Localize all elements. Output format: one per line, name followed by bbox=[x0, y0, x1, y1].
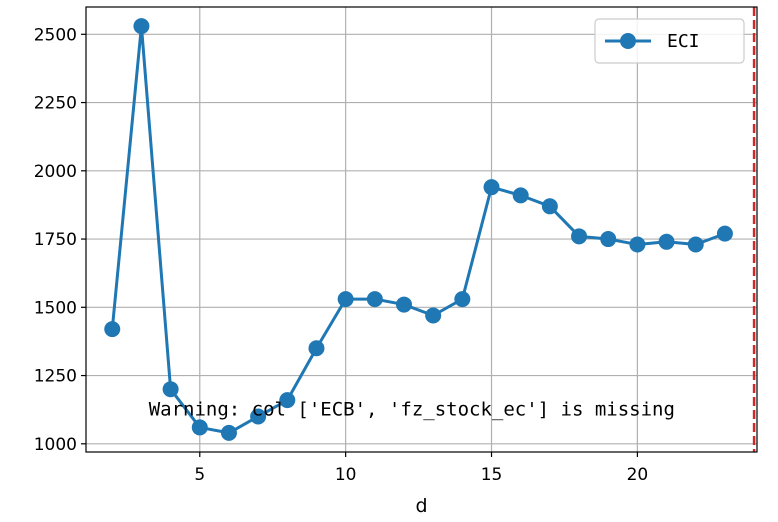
y-tick-label: 1500 bbox=[34, 298, 77, 318]
data-point bbox=[104, 321, 121, 338]
legend-marker bbox=[620, 33, 636, 49]
data-point bbox=[600, 231, 617, 248]
x-tick-label: 15 bbox=[481, 465, 503, 485]
plot-frame bbox=[85, 6, 758, 453]
data-point bbox=[191, 419, 208, 436]
y-tick-label: 1750 bbox=[34, 230, 77, 250]
data-point bbox=[716, 225, 733, 242]
data-point bbox=[687, 236, 704, 253]
x-tick-label: 5 bbox=[194, 465, 205, 485]
data-point bbox=[541, 198, 558, 215]
y-tick-label: 1250 bbox=[34, 367, 77, 387]
data-point bbox=[483, 179, 500, 196]
data-point bbox=[308, 340, 325, 357]
data-point bbox=[133, 18, 150, 35]
data-point bbox=[395, 296, 412, 313]
series-layer bbox=[104, 18, 733, 441]
data-point bbox=[337, 291, 354, 308]
data-point bbox=[220, 424, 237, 441]
annotation-layer: Warning: col ['ECB', 'fz_stock_ec'] is m… bbox=[149, 398, 675, 420]
grid bbox=[86, 7, 757, 452]
data-point bbox=[658, 233, 675, 250]
data-point bbox=[571, 228, 588, 245]
y-tick-label: 2000 bbox=[34, 162, 77, 182]
y-tick-label: 2250 bbox=[34, 94, 77, 114]
y-tick-label: 1000 bbox=[34, 435, 77, 455]
data-point bbox=[279, 392, 296, 409]
legend-label: ECI bbox=[667, 31, 700, 52]
x-tick-label: 20 bbox=[627, 465, 649, 485]
annotation-text: Warning: col ['ECB', 'fz_stock_ec'] is m… bbox=[149, 398, 675, 420]
data-point bbox=[366, 291, 383, 308]
tick-layer: 5 10 15 20 1000 1250 1500 1750 2000 2250 2500 bbox=[34, 25, 648, 485]
data-point bbox=[162, 381, 179, 398]
data-point bbox=[629, 236, 646, 253]
data-point bbox=[454, 291, 471, 308]
legend: ECI bbox=[594, 18, 745, 64]
y-tick-label: 2500 bbox=[34, 25, 77, 45]
data-point bbox=[512, 187, 529, 204]
x-tick-label: 10 bbox=[335, 465, 357, 485]
series-line bbox=[110, 24, 726, 435]
data-point bbox=[250, 408, 267, 425]
x-axis-label: d bbox=[415, 495, 427, 517]
legend-box bbox=[594, 18, 745, 64]
data-point bbox=[425, 307, 442, 324]
